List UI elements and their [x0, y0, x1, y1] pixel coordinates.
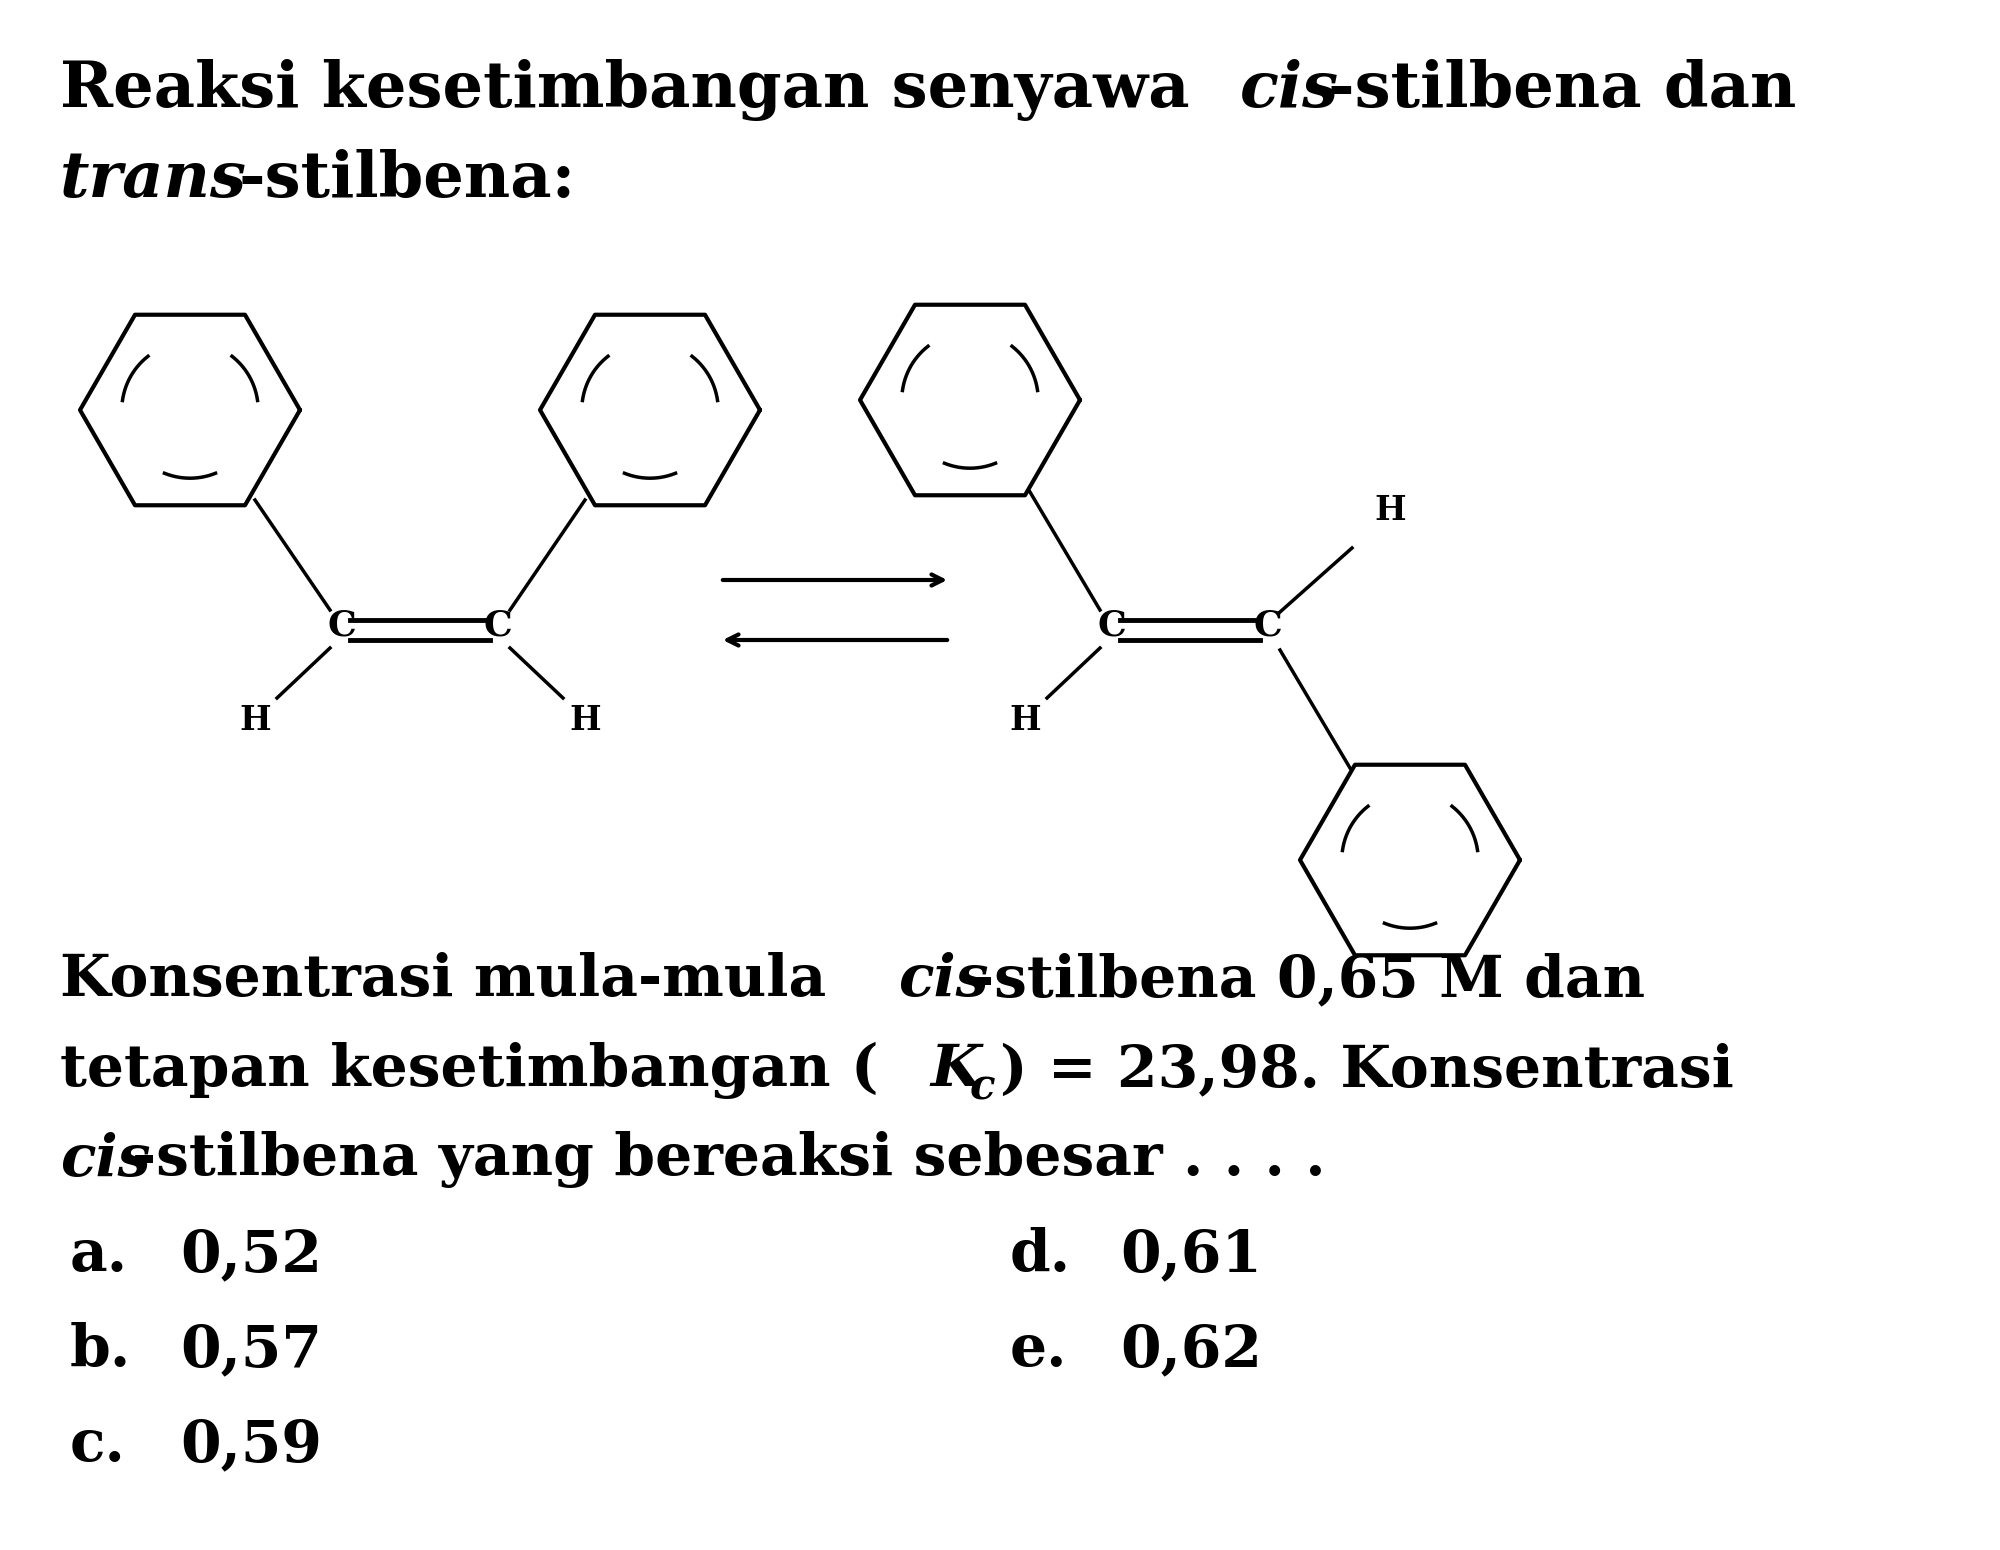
Text: -stilbena 0,65 M dan: -stilbena 0,65 M dan [970, 952, 1646, 1008]
Text: C: C [1254, 608, 1282, 642]
Text: -stilbena yang bereaksi sebesar . . . .: -stilbena yang bereaksi sebesar . . . . [132, 1132, 1326, 1189]
Text: -stilbena:: -stilbena: [238, 149, 576, 211]
Text: trans: trans [60, 149, 248, 211]
Text: c: c [970, 1066, 996, 1108]
Text: cis: cis [60, 1132, 150, 1189]
Text: 0,57: 0,57 [180, 1322, 322, 1378]
Text: tetapan kesetimbangan (: tetapan kesetimbangan ( [60, 1042, 878, 1099]
Text: e.: e. [1010, 1322, 1068, 1378]
Text: c.: c. [70, 1417, 126, 1472]
Text: C: C [484, 608, 512, 642]
Text: cis: cis [1240, 59, 1340, 121]
Text: H: H [1010, 704, 1040, 736]
Text: ) = 23,98. Konsentrasi: ) = 23,98. Konsentrasi [1000, 1042, 1734, 1097]
Text: 0,52: 0,52 [180, 1228, 322, 1283]
Text: Reaksi kesetimbangan senyawa: Reaksi kesetimbangan senyawa [60, 59, 1212, 121]
Text: C: C [328, 608, 356, 642]
Text: b.: b. [70, 1322, 132, 1378]
Text: 0,62: 0,62 [1120, 1322, 1262, 1378]
Text: a.: a. [70, 1228, 128, 1283]
Text: K: K [930, 1042, 980, 1099]
Text: 0,61: 0,61 [1120, 1228, 1262, 1283]
Text: 0,59: 0,59 [180, 1417, 322, 1472]
Text: Konsentrasi mula-mula: Konsentrasi mula-mula [60, 952, 846, 1008]
Text: -stilbena dan: -stilbena dan [1328, 59, 1796, 121]
Text: cis: cis [898, 952, 988, 1008]
Text: C: C [1098, 608, 1126, 642]
Text: H: H [570, 704, 600, 736]
Text: d.: d. [1010, 1228, 1072, 1283]
Text: H: H [1374, 493, 1406, 527]
Text: H: H [240, 704, 270, 736]
